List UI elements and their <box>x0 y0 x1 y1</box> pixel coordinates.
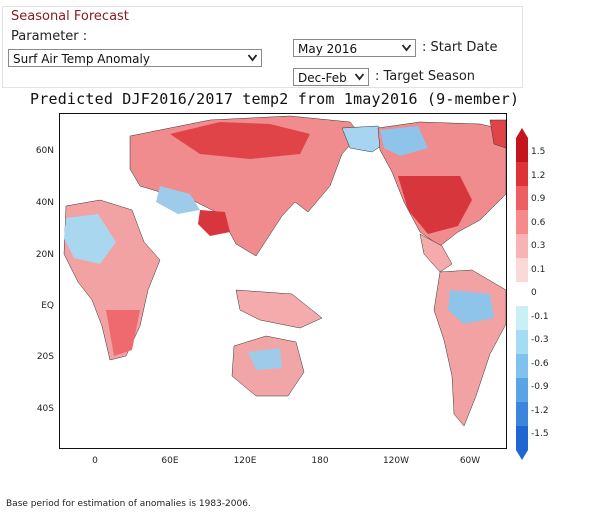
colorbar-swatch <box>516 282 528 307</box>
x-tick-label: 60W <box>459 456 481 466</box>
base-period-footnote: Base period for estimation of anomalies … <box>6 499 251 509</box>
south-africa-warm-patch <box>106 310 140 356</box>
maritime-continent <box>235 289 323 329</box>
parameter-select-value: Surf Air Temp Anomaly <box>13 52 150 66</box>
target-season-select[interactable]: Dec-Feb <box>293 68 369 86</box>
x-tick-label: 180 <box>311 456 329 466</box>
colorbar-swatch <box>516 426 528 451</box>
central-america <box>419 233 453 273</box>
colorbar <box>516 128 528 460</box>
colorbar-swatch <box>516 186 528 211</box>
australia-cool-patch <box>248 348 282 370</box>
colorbar-arrow-bottom <box>516 450 528 460</box>
x-tick-label: 120W <box>382 456 410 466</box>
start-date-label: : Start Date <box>422 40 498 55</box>
colorbar-arrow-top <box>516 128 528 138</box>
greenland-landmass <box>489 119 506 149</box>
west-africa-cool-patch <box>64 214 116 264</box>
colorbar-tick-label: 0.9 <box>531 194 546 204</box>
y-tick-label: 40S <box>36 404 54 414</box>
colorbar-swatch <box>516 234 528 259</box>
x-tick-label: 0 <box>92 456 98 466</box>
target-season-label: : Target Season <box>375 69 476 84</box>
y-tick-label: 60N <box>35 146 54 156</box>
parameter-select[interactable]: Surf Air Temp Anomaly <box>8 49 262 67</box>
colorbar-tick-label: -1.2 <box>531 405 549 416</box>
tibet-warm-patch <box>198 210 230 236</box>
colorbar-tick-label: 1.2 <box>531 170 546 181</box>
y-tick-label: 40N <box>35 198 54 208</box>
colorbar-tick-label: 0 <box>531 288 537 298</box>
colorbar-tick-label: -1.5 <box>531 429 549 439</box>
colorbar-swatch <box>516 402 528 427</box>
canada-cool-patch <box>380 126 428 156</box>
colorbar-swatch <box>516 210 528 235</box>
colorbar-tick-label: 0.6 <box>531 217 546 228</box>
colorbar-swatch <box>516 354 528 379</box>
colorbar-tick-label: 1.5 <box>531 147 546 157</box>
colorbar-tick-label: 0.1 <box>531 264 546 275</box>
y-tick-label: 20S <box>36 352 54 362</box>
usa-warm-patch <box>398 176 472 234</box>
target-season-select-value: Dec-Feb <box>298 71 347 85</box>
seasonal-forecast-panel: Seasonal Forecast Parameter : <box>2 6 523 88</box>
panel-title: Seasonal Forecast <box>11 9 129 24</box>
forecast-map-title: Predicted DJF2016/2017 temp2 from 1may20… <box>30 90 520 108</box>
start-date-select[interactable]: May 2016 <box>293 39 416 57</box>
central-asia-cool-patch <box>156 186 200 214</box>
colorbar-swatch <box>516 306 528 331</box>
y-tick-label: EQ <box>41 301 54 311</box>
chevron-down-icon <box>401 44 412 52</box>
y-tick-label: 20N <box>35 250 54 260</box>
colorbar-swatch <box>516 378 528 403</box>
colorbar-tick-label: -0.1 <box>531 311 549 322</box>
colorbar-tick-label: -0.3 <box>531 335 549 345</box>
colorbar-swatch <box>516 330 528 355</box>
chevron-down-icon <box>354 73 365 81</box>
amazon-cool-patch <box>448 290 494 324</box>
x-tick-label: 60E <box>161 456 179 466</box>
colorbar-tick-label: -0.9 <box>531 382 549 392</box>
anomaly-map-graphic <box>63 115 506 427</box>
colorbar-swatch <box>516 258 528 283</box>
forecast-anomaly-map <box>59 113 507 449</box>
colorbar-tick-label: 0.3 <box>531 241 546 251</box>
siberia-warm-patch <box>170 122 310 159</box>
colorbar-swatch <box>516 138 528 163</box>
colorbar-swatch <box>516 162 528 187</box>
colorbar-tick-label: -0.6 <box>531 358 549 369</box>
start-date-select-value: May 2016 <box>298 42 358 56</box>
x-tick-label: 120E <box>233 456 257 466</box>
parameter-label: Parameter : <box>11 29 88 44</box>
chevron-down-icon <box>247 54 258 62</box>
